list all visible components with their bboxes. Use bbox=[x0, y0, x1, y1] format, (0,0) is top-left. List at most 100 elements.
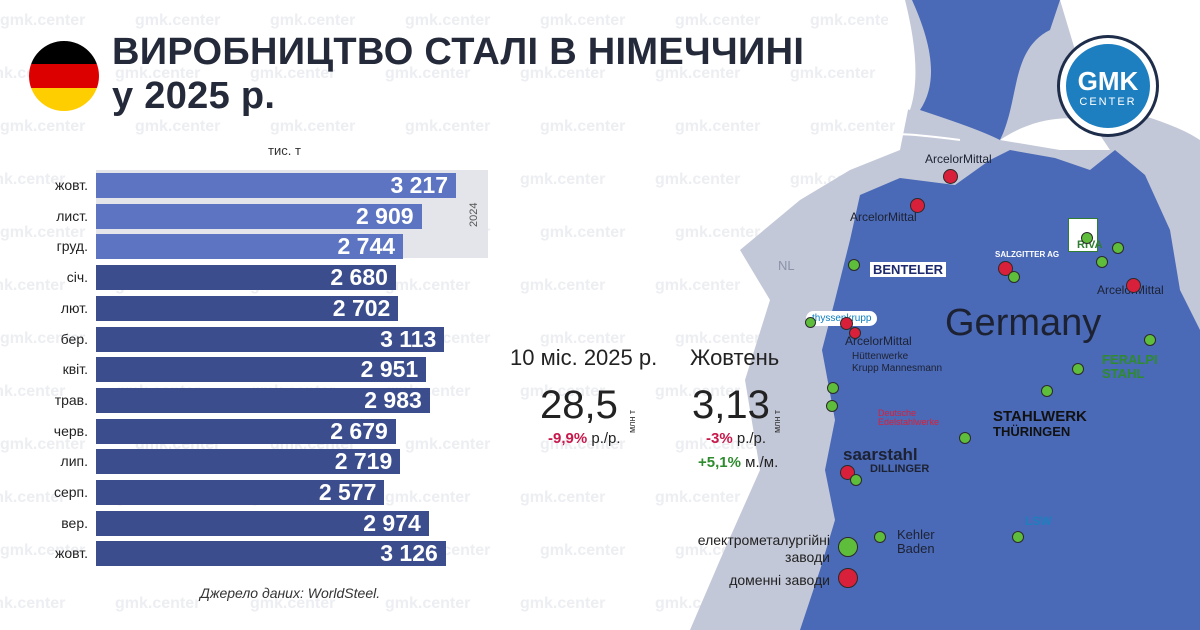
gmk-center-logo: GMK CENTER bbox=[1060, 38, 1156, 134]
year-2024-label: 2024 bbox=[468, 202, 480, 228]
bar: 3 217 bbox=[96, 173, 456, 198]
watermark-text: gmk.center bbox=[540, 12, 626, 29]
eaf-plant-marker-icon bbox=[1144, 334, 1156, 346]
hkm-label-2: Krupp Mannesmann bbox=[852, 363, 943, 374]
watermark-text: gmk.center bbox=[520, 489, 606, 506]
bar-value: 2 744 bbox=[337, 233, 396, 260]
arcelormittal-label-2: ArcelorMittal bbox=[850, 210, 917, 224]
bar-label: лют. bbox=[60, 299, 88, 316]
watermark-text: gmk.center bbox=[675, 118, 761, 135]
blast-furnace-plant-marker-icon bbox=[909, 197, 925, 213]
eaf-plant-marker-icon bbox=[874, 531, 886, 543]
dew-label-2: Edelstahlwerke bbox=[878, 417, 940, 427]
stat-period1-value: 28,5 bbox=[540, 383, 618, 427]
watermark-text: gmk.center bbox=[385, 489, 471, 506]
watermark-text: gmk.center bbox=[520, 595, 606, 612]
watermark-text: gmk.center bbox=[540, 224, 626, 241]
blast-furnace-plant-marker-icon bbox=[942, 168, 958, 184]
bar-label: вер. bbox=[61, 514, 88, 531]
bar-value: 3 113 bbox=[380, 325, 437, 352]
bar: 3 113 bbox=[96, 325, 445, 352]
salzgitter-logo: SALZGITTER AG bbox=[995, 250, 1060, 259]
eaf-plant-marker-icon bbox=[1012, 531, 1024, 543]
eaf-plant-marker-icon bbox=[1041, 385, 1053, 397]
bar-value: 2 983 bbox=[364, 386, 422, 413]
watermark-text: gmk.center bbox=[675, 436, 761, 453]
watermark-text: gmk.center bbox=[675, 224, 761, 241]
bar: 2 719 bbox=[96, 448, 401, 475]
watermark-text: gmk.center bbox=[655, 489, 741, 506]
watermark-text: gmk.center bbox=[520, 383, 606, 400]
bar: 2 974 bbox=[96, 509, 429, 536]
bar-label: груд. bbox=[56, 238, 88, 255]
watermark-text: gmk.center bbox=[0, 489, 66, 506]
watermark-text: gmk.center bbox=[405, 118, 491, 135]
eaf-plant-marker-icon bbox=[848, 259, 860, 271]
map-neighbor-label: NL bbox=[778, 258, 795, 273]
watermark-text: gmk.center bbox=[0, 383, 66, 400]
watermark-text: gmk.center bbox=[135, 118, 221, 135]
bar-label: серп. bbox=[53, 484, 88, 500]
legend-eaf-dot-icon bbox=[838, 537, 858, 557]
lsw-logo: LSW bbox=[1025, 514, 1052, 528]
watermark-text: gmk.center bbox=[270, 118, 356, 135]
blast-furnace-plant-marker-icon bbox=[997, 260, 1013, 276]
bar-value: 2 680 bbox=[330, 264, 388, 291]
eaf-plant-marker-icon bbox=[804, 316, 816, 328]
bar: 2 577 bbox=[96, 479, 385, 505]
stahlwerk-logo-2: THÜRINGEN bbox=[993, 424, 1071, 439]
arcelormittal-label-1: ArcelorMittal bbox=[925, 152, 992, 166]
watermark-text: gmk.center bbox=[0, 12, 86, 29]
germany-flag-icon bbox=[29, 41, 99, 111]
watermark-text: gmk.center bbox=[540, 542, 626, 559]
stat-period2-mom: +5,1% м./м. bbox=[698, 454, 779, 471]
bar: 2 909 bbox=[96, 202, 422, 229]
saarstahl-logo: saarstahl bbox=[843, 445, 918, 464]
stat-period1-yoy: -9,9% р./р. bbox=[548, 430, 621, 447]
watermark-text: gmk.center bbox=[520, 171, 606, 188]
bar-value: 2 679 bbox=[330, 417, 388, 444]
bar-label: лист. bbox=[56, 207, 88, 224]
watermark-text: gmk.center bbox=[0, 118, 86, 135]
eaf-plant-marker-icon bbox=[1008, 271, 1020, 283]
watermark-text: gmk.center bbox=[655, 65, 741, 82]
bar-value: 2 909 bbox=[355, 202, 414, 229]
legend-bf-label: доменні заводи bbox=[729, 572, 830, 588]
gmk-logo-text: GMK bbox=[1077, 66, 1139, 96]
bar: 2 679 bbox=[96, 417, 396, 444]
watermark-text: gmk.center bbox=[0, 542, 86, 559]
stat-period1-unit: млн т bbox=[627, 409, 637, 433]
bar-label: черв. bbox=[53, 422, 88, 439]
bar-value: 2 577 bbox=[318, 479, 377, 505]
map-country-label: Germany bbox=[945, 302, 1102, 344]
bar-value: 2 719 bbox=[334, 448, 393, 475]
watermark-text: gmk.center bbox=[250, 595, 336, 612]
watermark-text: gmk.center bbox=[0, 436, 86, 453]
watermark-text: gmk.center bbox=[0, 171, 66, 188]
watermark-text: gmk.center bbox=[810, 12, 896, 29]
watermark-text: gmk.center bbox=[655, 383, 741, 400]
eaf-plant-marker-icon bbox=[959, 432, 971, 444]
benteler-logo: BENTELER bbox=[870, 262, 947, 277]
watermark-text: gmk.center bbox=[115, 65, 201, 82]
bar-value: 2 974 bbox=[363, 509, 421, 536]
eaf-plant-marker-icon bbox=[826, 400, 838, 412]
watermark-text: gmk.center bbox=[655, 171, 741, 188]
bar-value: 2 951 bbox=[360, 356, 419, 383]
eaf-plant-marker-icon bbox=[1081, 232, 1093, 244]
eaf-plant-marker-icon bbox=[1072, 363, 1084, 375]
bar: 2 680 bbox=[96, 264, 396, 291]
bar: 2 744 bbox=[96, 233, 404, 260]
legend-bf-dot-icon bbox=[838, 568, 858, 588]
watermark-text: gmk.center bbox=[250, 65, 336, 82]
bar-label: лип. bbox=[60, 453, 88, 470]
bar-value: 3 217 bbox=[390, 172, 448, 198]
bar: 2 983 bbox=[96, 386, 430, 413]
stat-period2-value: 3,13 bbox=[692, 383, 770, 427]
watermark-text: gmk.center bbox=[0, 224, 86, 241]
watermark-text: gmk.center bbox=[0, 330, 86, 347]
eaf-plant-marker-icon bbox=[1096, 256, 1108, 268]
blast-furnace-plant-marker-icon bbox=[839, 316, 853, 330]
watermark-text: gmk.center bbox=[655, 277, 741, 294]
page-title: ВИРОБНИЦТВО СТАЛІ В НІМЕЧЧИНІ у 2025 р. bbox=[112, 31, 805, 117]
